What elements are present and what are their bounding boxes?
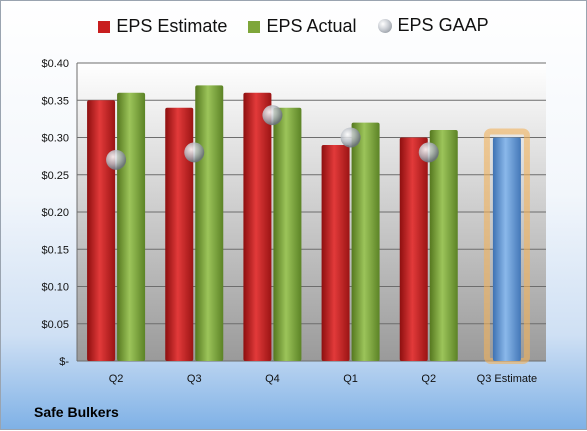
point-eps-gaap xyxy=(418,142,439,163)
x-tick-label: Q1 xyxy=(343,373,358,385)
legend-item-estimate: EPS Estimate xyxy=(98,16,227,37)
y-tick-label: $0.05 xyxy=(41,319,69,331)
legend-label-gaap: EPS GAAP xyxy=(397,15,489,35)
bar-eps-actual xyxy=(273,107,302,361)
bar-eps-estimate xyxy=(243,92,272,362)
point-eps-gaap xyxy=(106,149,127,170)
x-tick-label: Q3 xyxy=(187,373,202,385)
y-tick-label: $0.15 xyxy=(41,244,69,256)
bar-eps-actual xyxy=(195,85,224,361)
bar-eps-estimate xyxy=(87,100,116,361)
gaap-dot-icon xyxy=(377,18,392,33)
legend-label-estimate: EPS Estimate xyxy=(116,16,228,36)
x-tick-label: Q4 xyxy=(265,373,280,385)
bar-eps-estimate xyxy=(399,137,428,361)
point-eps-gaap xyxy=(184,142,205,163)
y-tick-label: $0.30 xyxy=(41,133,69,145)
y-tick-label: $- xyxy=(59,356,69,368)
point-eps-gaap xyxy=(340,127,361,148)
y-tick-label: $0.10 xyxy=(41,282,69,294)
y-tick-label: $0.35 xyxy=(41,95,69,107)
bar-eps-estimate xyxy=(321,144,350,361)
bar-forecast-estimate xyxy=(492,137,521,361)
estimate-swatch-icon xyxy=(98,20,111,33)
chart-legend: EPS Estimate EPS Actual EPS GAAP xyxy=(1,15,586,38)
y-tick-label: $0.40 xyxy=(41,58,69,70)
x-tick-label: Q2 xyxy=(421,373,436,385)
x-tick-label: Q2 xyxy=(109,373,124,385)
bar-eps-actual xyxy=(351,122,380,361)
bar-eps-estimate xyxy=(165,107,194,361)
actual-swatch-icon xyxy=(248,20,261,33)
bar-eps-actual xyxy=(117,92,146,362)
point-eps-gaap xyxy=(262,105,283,126)
x-tick-label: Q3 Estimate xyxy=(477,373,538,385)
legend-item-gaap: EPS GAAP xyxy=(377,15,489,36)
company-name: Safe Bulkers xyxy=(34,404,119,420)
y-tick-label: $0.20 xyxy=(41,207,69,219)
bar-eps-actual xyxy=(429,130,458,361)
y-tick-label: $0.25 xyxy=(41,170,69,182)
legend-label-actual: EPS Actual xyxy=(266,16,357,36)
legend-item-actual: EPS Actual xyxy=(248,16,357,37)
